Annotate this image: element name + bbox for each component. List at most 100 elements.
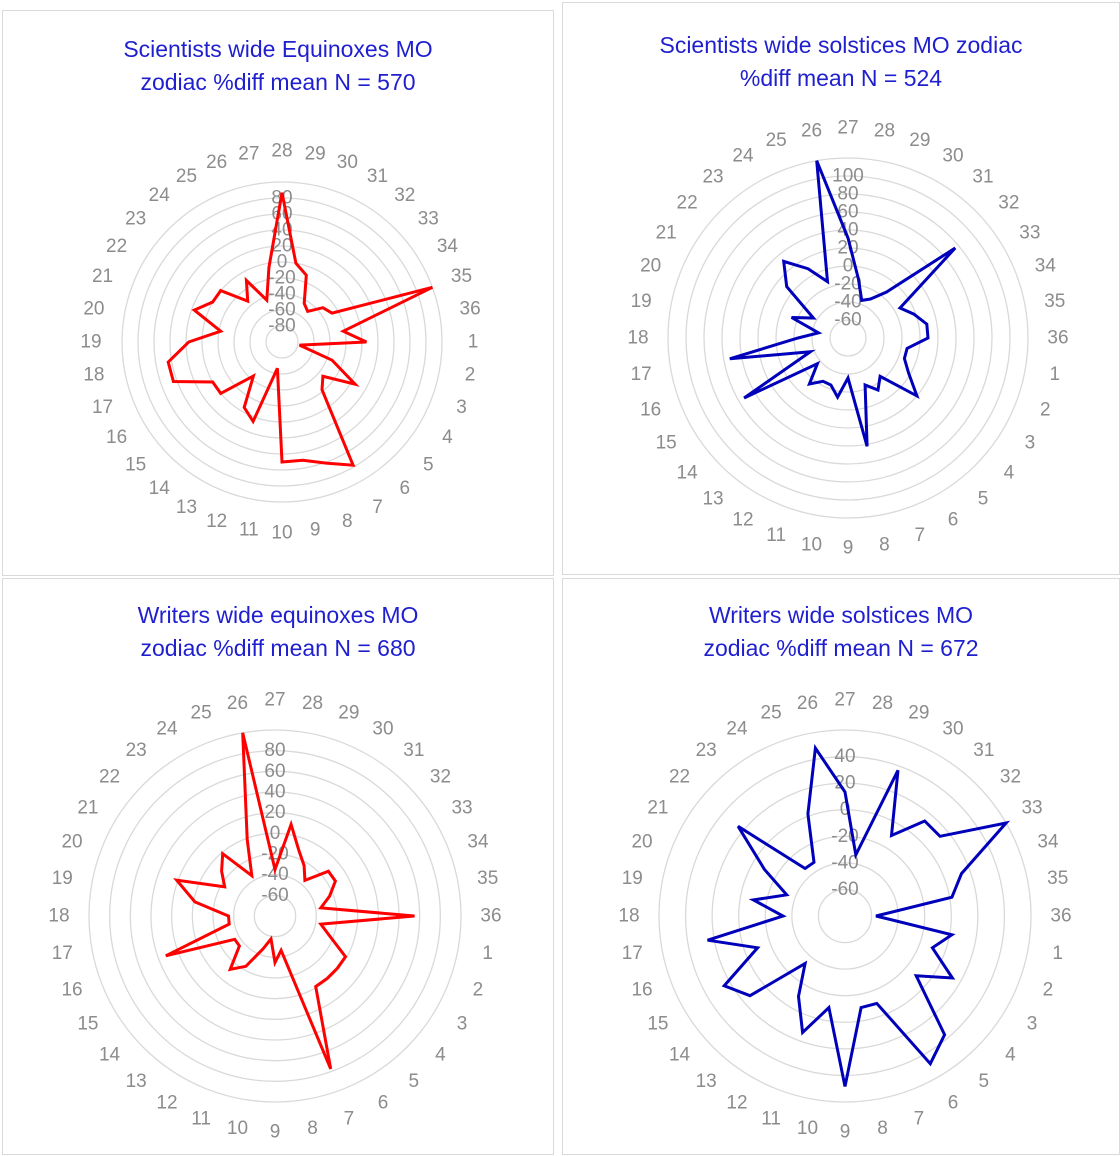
category-label: 28: [271, 141, 292, 162]
tick-label: 20: [834, 773, 855, 794]
tick-label: -40: [268, 284, 295, 305]
category-label: 14: [677, 462, 699, 483]
category-label: 19: [52, 868, 73, 889]
category-label: 7: [914, 1108, 925, 1129]
category-label: 14: [149, 478, 171, 499]
category-label: 22: [669, 767, 690, 788]
series-line: [165, 732, 415, 1070]
category-label: 23: [125, 209, 146, 230]
category-label: 25: [761, 703, 782, 724]
category-label: 1: [1050, 364, 1061, 385]
category-label: 17: [92, 397, 113, 418]
category-label: 24: [726, 718, 748, 739]
category-label: 12: [206, 511, 227, 532]
category-label: 18: [618, 906, 639, 927]
category-label: 27: [837, 118, 858, 139]
category-label: 30: [942, 718, 963, 739]
radar-grid: [667, 157, 1029, 519]
category-label: 5: [409, 1071, 420, 1092]
category-label: 2: [1040, 399, 1051, 420]
radar-chart: 28 29 303132333435361234567891011121314151…: [80, 141, 481, 544]
category-label: 35: [477, 868, 498, 889]
category-label: 34: [467, 832, 489, 853]
category-label: 11: [761, 1108, 781, 1129]
tick-label: 0: [277, 252, 288, 273]
category-label: 32: [1000, 767, 1021, 788]
chart-panel-writers-solstices: Writers wide solstices MO zodiac %diff m…: [562, 578, 1120, 1155]
category-label: 30: [337, 152, 358, 173]
tick-label: 20: [271, 236, 292, 257]
category-label: 4: [1005, 1044, 1016, 1065]
category-label: 13: [126, 1071, 147, 1092]
radar-chart: 27 28 293031323334353612345678910111213141…: [627, 118, 1068, 559]
category-label: 26: [206, 152, 227, 173]
chart-title: Writers wide equinoxes MO zodiac %diff m…: [137, 602, 419, 661]
category-label: 3: [1027, 1014, 1038, 1035]
category-label: 27: [238, 143, 259, 164]
category-label: 3: [1025, 433, 1036, 454]
category-label: 6: [378, 1093, 389, 1114]
radar-chart: 27 28 293031323334353612345678910111213141…: [618, 690, 1071, 1143]
category-label: 6: [948, 1093, 959, 1114]
category-label: 25: [191, 703, 212, 724]
category-label: 11: [191, 1108, 211, 1129]
category-label: 16: [631, 979, 652, 1000]
category-label: 21: [77, 798, 98, 819]
chart-title: Scientists wide Equinoxes MO zodiac %dif…: [123, 36, 433, 95]
category-label: 22: [106, 236, 127, 257]
grid-ring: [88, 729, 462, 1103]
category-label: 36: [460, 298, 481, 319]
category-label: 24: [149, 185, 171, 206]
series-line: [729, 160, 957, 447]
category-label: 12: [726, 1093, 747, 1114]
category-label: 11: [766, 525, 786, 546]
tick-label: -60: [834, 310, 861, 331]
grid-ring: [658, 729, 1032, 1103]
tick-label: 80: [264, 740, 285, 761]
radar-chart: 27 28 293031323334353612345678910111213141…: [48, 690, 501, 1143]
grid-ring: [738, 809, 952, 1023]
grid-ring: [684, 755, 1006, 1077]
category-label: 36: [480, 906, 501, 927]
category-label: 1: [482, 943, 493, 964]
category-label: 20: [640, 256, 661, 277]
category-label: 31: [972, 167, 993, 188]
tick-label: 0: [843, 256, 854, 277]
category-label: 23: [702, 167, 723, 188]
category-label: 22: [677, 193, 698, 214]
grid-ring: [685, 175, 1011, 501]
grid-ring: [249, 309, 315, 375]
tick-label: -60: [261, 885, 288, 906]
category-label: 6: [948, 509, 959, 530]
tick-label: -40: [834, 292, 861, 313]
radar-grid: [88, 729, 462, 1103]
category-label: 29: [909, 130, 930, 151]
grid-ring: [817, 888, 873, 944]
category-label: 20: [61, 832, 82, 853]
category-label: 21: [647, 798, 668, 819]
category-label: 30: [372, 718, 393, 739]
category-label: 7: [344, 1108, 355, 1129]
category-label: 34: [1035, 256, 1057, 277]
category-label: 15: [77, 1014, 98, 1035]
category-label: 1: [468, 332, 479, 353]
category-label: 5: [978, 488, 989, 509]
category-label: 18: [48, 906, 69, 927]
grid-ring: [212, 853, 338, 979]
grid-ring: [129, 770, 421, 1062]
tick-label: 80: [837, 184, 858, 205]
grid-ring: [171, 812, 379, 1020]
chart-title: Writers wide solstices MO zodiac %diff m…: [703, 602, 979, 661]
category-label: 4: [442, 427, 453, 448]
category-label: 33: [418, 209, 439, 230]
category-label: 28: [872, 693, 893, 714]
category-label: 31: [973, 740, 994, 761]
category-label: 36: [1047, 328, 1068, 349]
category-label: 13: [696, 1071, 717, 1092]
category-label: 9: [310, 520, 321, 541]
tick-label: -20: [268, 268, 295, 289]
category-label: 28: [874, 121, 895, 142]
category-label: 32: [998, 193, 1019, 214]
category-label: 9: [840, 1122, 851, 1143]
category-label: 10: [797, 1118, 818, 1139]
